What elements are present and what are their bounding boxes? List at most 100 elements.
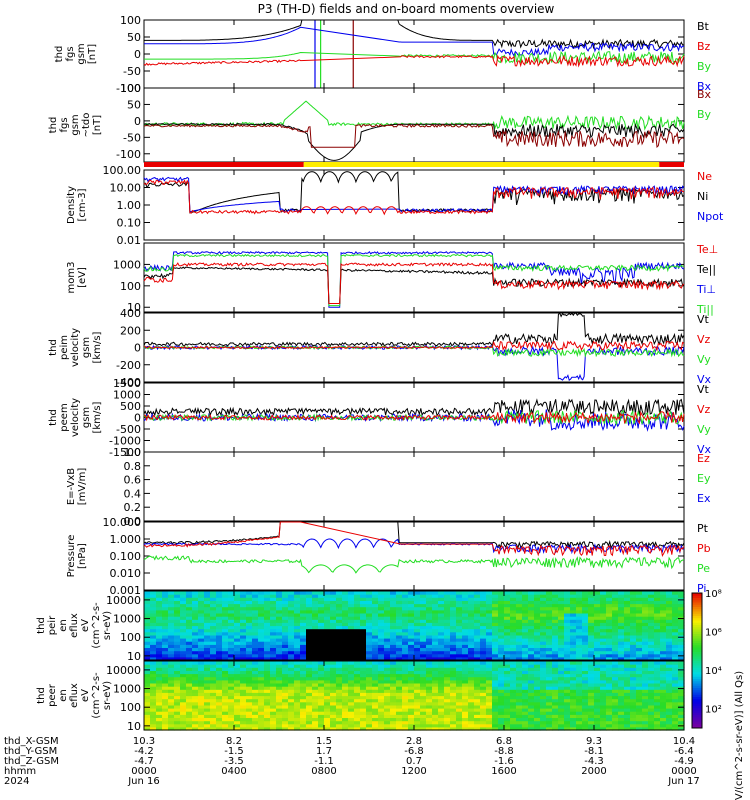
spec-cell [348,644,355,648]
spec-cell [222,676,229,681]
spec-cell [420,720,427,725]
spec-cell [498,695,505,700]
spec-cell [360,653,367,658]
spec-cell [162,679,169,684]
spec-cell [402,692,409,697]
spec-cell [372,638,379,642]
spec-cell [558,644,565,648]
spec-cell [306,708,313,712]
spec-cell [306,653,313,658]
spec-cell [504,634,511,639]
spec-cell [366,698,373,703]
spec-cell [672,603,679,608]
spec-cell [186,686,193,690]
spec-cell [600,667,607,671]
spec-cell [156,644,163,648]
spec-cell [324,622,331,627]
spec-cell [462,670,469,675]
spec-cell [204,692,211,697]
spec-cell [630,679,637,684]
spec-cell [648,597,655,601]
spec-cell [270,591,277,595]
spec-cell [486,625,493,630]
spec-cell [504,664,511,668]
spec-cell [228,720,235,725]
spec-cell [462,609,469,614]
spec-cell [390,720,397,725]
spec-cell [390,714,397,718]
spec-cell [402,653,409,658]
spec-cell [486,673,493,678]
spec-cell [666,609,673,614]
spec-cell [534,689,541,693]
spec-cell [660,714,667,718]
spec-cell [444,701,451,706]
spec-cell [510,625,517,630]
spec-cell [642,704,649,709]
spec-cell [186,656,193,661]
spec-cell [432,603,439,608]
spec-cell [444,591,451,595]
spec-cell [330,714,337,718]
spec-cell [444,686,451,690]
spec-cell [282,625,289,630]
y-axis-label: Pressure [66,535,77,578]
spec-cell [294,656,301,661]
spec-cell [468,613,475,617]
y-tick-label: -100 [116,82,141,95]
spec-cell [636,619,643,623]
spec-cell [198,679,205,684]
spec-cell [486,644,493,648]
spec-cell [324,606,331,611]
spec-cell [624,698,631,703]
spec-cell [234,619,241,623]
spec-cell [420,647,427,652]
spec-cell [606,686,613,690]
spec-cell [540,625,547,630]
spec-cell [156,720,163,725]
spec-cell [528,667,535,671]
colorbar-cell [692,662,702,666]
spec-cell [498,714,505,718]
spec-cell [234,708,241,712]
spec-cell [618,661,625,665]
spec-cell [360,613,367,617]
spec-cell [648,650,655,655]
spec-cell [576,606,583,611]
colorbar-cell [692,642,702,646]
spec-cell [456,634,463,639]
spec-cell [588,641,595,645]
spec-cell [354,641,361,645]
spec-cell [504,689,511,693]
spec-cell [612,689,619,693]
spec-cell [300,622,307,627]
legend-entry: Te⊥ [696,243,718,256]
colorbar-cell [692,694,702,697]
spec-cell [246,650,253,655]
spec-cell [552,689,559,693]
spec-cell [468,698,475,703]
spec-cell [564,622,571,627]
spec-cell [666,591,673,595]
spec-cell [564,664,571,668]
spec-cell [396,600,403,605]
spec-cell [636,644,643,648]
spec-cell [348,600,355,605]
spec-cell [462,679,469,684]
spec-cell [240,667,247,671]
spec-cell [300,650,307,655]
spec-cell [258,597,265,601]
spec-cell [600,664,607,668]
spec-cell [144,695,151,700]
spec-cell [360,616,367,620]
spec-cell [534,597,541,601]
spec-cell [468,644,475,648]
spec-cell [522,641,529,645]
spec-cell [408,644,415,648]
spec-cell [588,689,595,693]
spec-cell [456,625,463,630]
spec-cell [456,717,463,722]
spec-cell [276,695,283,700]
spec-cell [324,634,331,639]
spec-cell [642,628,649,633]
